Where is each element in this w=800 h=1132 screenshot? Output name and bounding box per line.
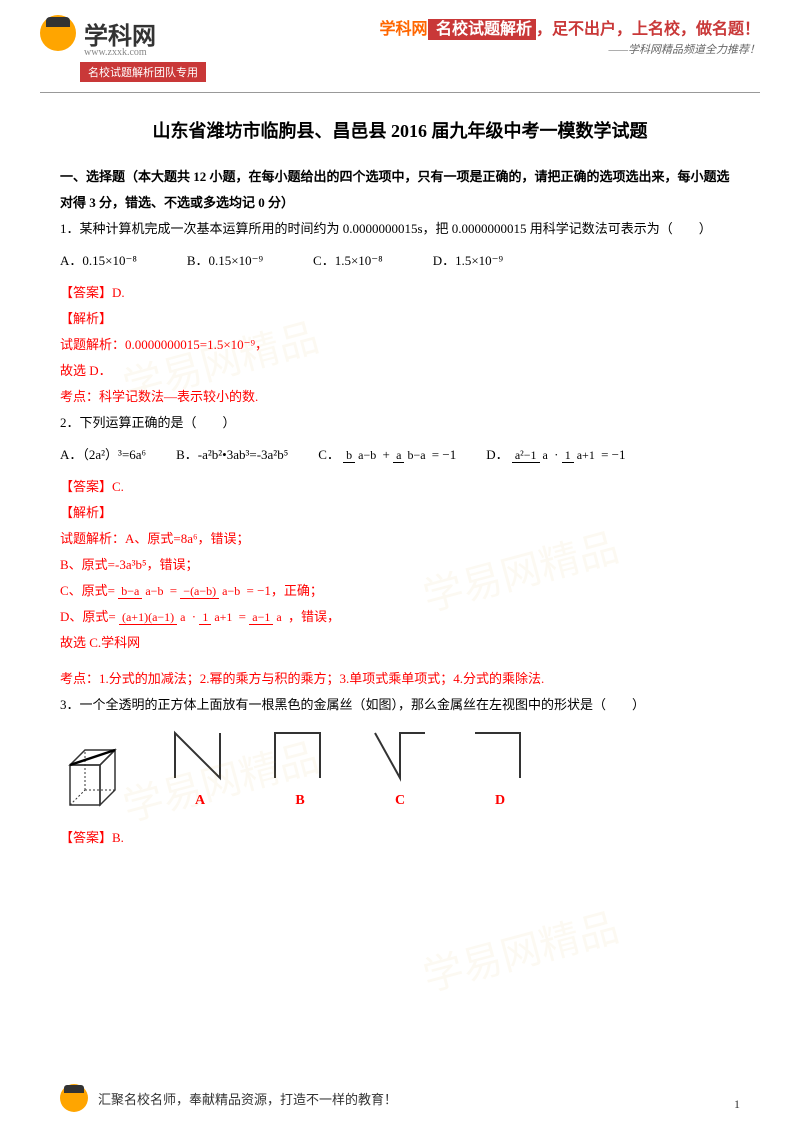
page-number: 1 xyxy=(734,1097,740,1112)
logo-area: 学科网 www.zxxk.com 名校试题解析团队专用 xyxy=(40,15,206,82)
q2-line-c: C、原式= b−aa−b = −(a−b)a−b = −1，正确； xyxy=(60,578,740,604)
q3-shape-d: D xyxy=(470,728,530,815)
cube-icon xyxy=(60,745,130,815)
section-header: 一、选择题（本大题共 12 小题，在每小题给出的四个选项中，只有一项是正确的，请… xyxy=(60,164,740,216)
footer-text: 汇聚名校名师，奉献精品资源，打造不一样的教育！ xyxy=(98,1089,397,1108)
q1-stem: 1．某种计算机完成一次基本运算所用的时间约为 0.0000000015s，把 0… xyxy=(60,216,740,242)
content-area: 山东省潍坊市临朐县、昌邑县 2016 届九年级中考一模数学试题 一、选择题（本大… xyxy=(0,93,800,851)
q3-figures: A B C D xyxy=(60,728,740,815)
q1-answer: 【答案】D. xyxy=(60,280,740,306)
q2-opt-a: A．（2a²）³=6a⁶ xyxy=(60,442,146,468)
banner-top: 学科网 名校试题解析，足不出户，上名校，做名题！ xyxy=(380,15,760,39)
q3-shape-a: A xyxy=(170,728,230,815)
q2-stem: 2．下列运算正确的是（ ） xyxy=(60,410,740,436)
q1-conclusion: 故选 D． xyxy=(60,358,740,384)
q2-opt-d: D． a²−1a · 1a+1 = −1 xyxy=(486,442,625,468)
q2-point: 考点：1.分式的加减法；2.幂的乘方与积的乘方；3.单项式乘单项式；4.分式的乘… xyxy=(60,666,740,692)
logo-url: www.zxxk.com xyxy=(84,47,206,58)
q2-opt-c: C． ba−b + ab−a = −1 xyxy=(318,442,456,468)
logo-text: 学科网 xyxy=(84,16,156,51)
page-footer: 汇聚名校名师，奉献精品资源，打造不一样的教育！ xyxy=(0,1084,800,1112)
q1-opt-c: C．1.5×10⁻⁸ xyxy=(313,248,383,274)
footer-logo-icon xyxy=(60,1084,88,1112)
banner-area: 学科网 名校试题解析，足不出户，上名校，做名题！ ——学科网精品频道全力推荐！ xyxy=(380,15,760,57)
q1-analysis: 试题解析：0.0000000015=1.5×10⁻⁹， xyxy=(60,332,740,358)
q1-opt-a: A．0.15×10⁻⁸ xyxy=(60,248,137,274)
q3-answer: 【答案】B. xyxy=(60,825,740,851)
q2-conclusion: 故选 C.学科网 xyxy=(60,630,740,656)
banner-sub: ——学科网精品频道全力推荐！ xyxy=(380,41,760,57)
q1-opt-d: D．1.5×10⁻⁹ xyxy=(433,248,503,274)
exam-title: 山东省潍坊市临朐县、昌邑县 2016 届九年级中考一模数学试题 xyxy=(60,113,740,149)
logo-icon xyxy=(40,15,76,51)
q3-stem: 3．一个全透明的正方体上面放有一根黑色的金属丝（如图），那么金属丝在左视图中的形… xyxy=(60,692,740,718)
q2-options: A．（2a²）³=6a⁶ B．-a²b²•3ab³=-3a²b⁵ C． ba−b… xyxy=(60,442,740,468)
q3-shape-c: C xyxy=(370,728,430,815)
page-header: 学科网 www.zxxk.com 名校试题解析团队专用 学科网 名校试题解析，足… xyxy=(0,0,800,87)
q2-line-b: B、原式=-3a³b⁵，错误； xyxy=(60,552,740,578)
q1-analysis-label: 【解析】 xyxy=(60,306,740,332)
q2-line-d: D、原式= (a+1)(a−1)a · 1a+1 = a−1a ，错误， xyxy=(60,604,740,630)
q2-line-a: 试题解析：A、原式=8a⁶，错误； xyxy=(60,526,740,552)
q1-point: 考点：科学记数法—表示较小的数. xyxy=(60,384,740,410)
q2-analysis-label: 【解析】 xyxy=(60,500,740,526)
team-badge: 名校试题解析团队专用 xyxy=(80,62,206,82)
watermark: 学易网精品 xyxy=(416,895,624,1003)
q3-shape-b: B xyxy=(270,728,330,815)
q1-opt-b: B．0.15×10⁻⁹ xyxy=(187,248,263,274)
q1-options: A．0.15×10⁻⁸ B．0.15×10⁻⁹ C．1.5×10⁻⁸ D．1.5… xyxy=(60,248,740,274)
q2-opt-b: B．-a²b²•3ab³=-3a²b⁵ xyxy=(176,442,288,468)
q2-answer: 【答案】C. xyxy=(60,474,740,500)
